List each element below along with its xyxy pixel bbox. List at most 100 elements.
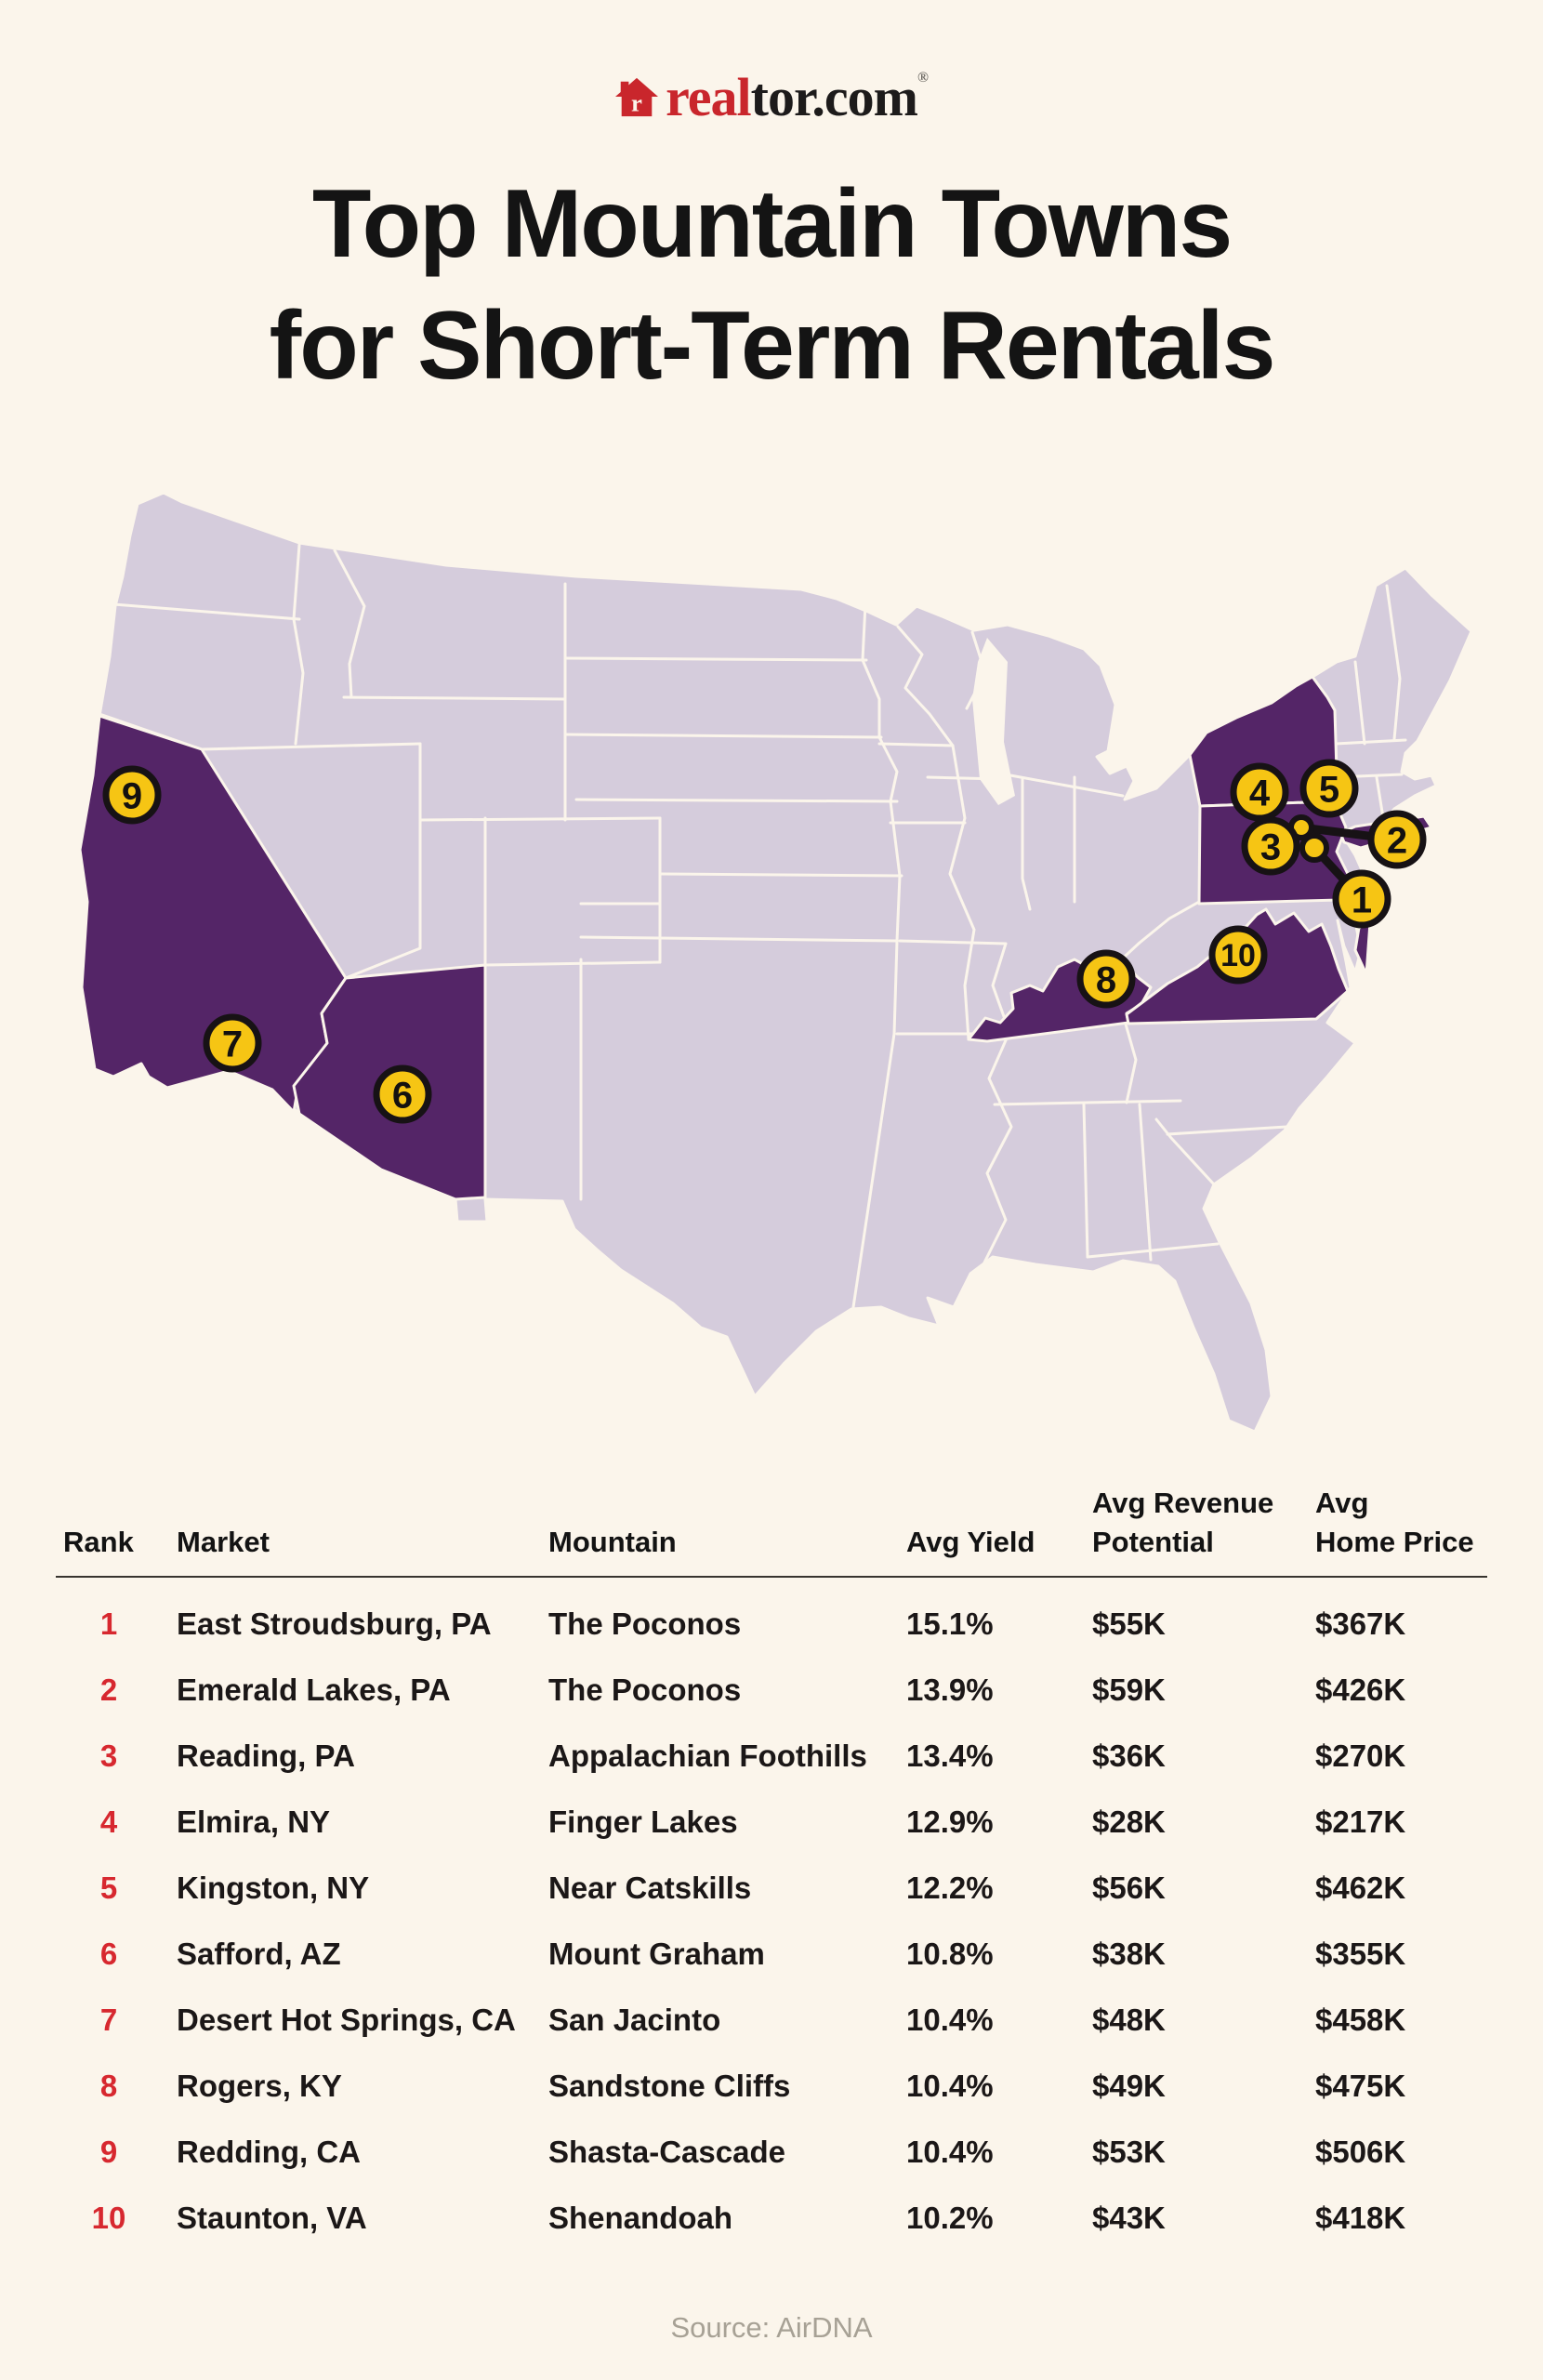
page-title: Top Mountain Towns for Short-Term Rental… <box>0 164 1543 407</box>
logo-wordmark: realtor.com® <box>666 70 929 125</box>
avg-home-price-cell: $458K <box>1315 2002 1406 2037</box>
marker-circle <box>102 765 162 825</box>
marker-circle <box>203 1013 262 1073</box>
mountain-cell: Mount Graham <box>548 1936 765 1971</box>
table-body: 1 East Stroudsburg, PA The Poconos 15.1% $55… <box>56 1578 1487 2251</box>
column-header-avg-yield: Avg Yield <box>906 1525 1035 1558</box>
map-marker-3: 3 <box>1241 816 1300 876</box>
marker-number: 4 <box>1249 773 1271 813</box>
marker-circle <box>1208 925 1268 985</box>
market-cell: Elmira, NY <box>177 1804 331 1839</box>
table-row: 8 Rogers, KY Sandstone Cliffs 10.4% $49K $475… <box>56 2053 1487 2119</box>
mountain-cell: The Poconos <box>548 1606 742 1641</box>
page-title-line2: for Short-Term Rentals <box>269 292 1276 401</box>
us-map-base <box>78 491 1473 1434</box>
page-title-line1: Top Mountain Towns <box>311 170 1233 278</box>
marker-circle <box>1241 816 1300 876</box>
avg-home-price-cell: $355K <box>1315 1936 1406 1971</box>
market-cell: Safford, AZ <box>177 1936 341 1971</box>
avg-yield-cell: 13.9% <box>906 1672 994 1707</box>
rank-cell: 7 <box>99 2002 118 2037</box>
avg-yield-cell: 13.4% <box>906 1738 994 1773</box>
avg-revenue-cell: $53K <box>1092 2134 1166 2169</box>
column-header-market: Market <box>177 1525 270 1558</box>
marker-number: 3 <box>1260 826 1281 867</box>
marker-circle <box>373 1064 432 1124</box>
rank-cell: 10 <box>91 2200 126 2235</box>
table-row: 6 Safford, AZ Mount Graham 10.8% $38K $355K <box>56 1921 1487 1987</box>
marker-circle <box>1299 759 1359 818</box>
avg-revenue-cell: $59K <box>1092 1672 1166 1707</box>
marker-number: 7 <box>222 1024 243 1064</box>
rank-cell: 9 <box>99 2134 118 2169</box>
avg-revenue-cell: $43K <box>1092 2200 1166 2235</box>
location-dots <box>1288 814 1329 863</box>
column-header-avg-revenue-potential: Avg Revenue Potential <box>1092 1487 1274 1558</box>
marker-circle <box>1332 869 1391 929</box>
marker-number: 2 <box>1387 820 1407 861</box>
marker-number: 5 <box>1319 769 1339 810</box>
avg-revenue-cell: $56K <box>1092 1870 1166 1905</box>
avg-revenue-cell: $36K <box>1092 1738 1166 1773</box>
market-cell: Rogers, KY <box>177 2068 342 2103</box>
rank-cell: 4 <box>99 1804 118 1839</box>
rank-cell: 2 <box>99 1672 118 1707</box>
table-row: 3 Reading, PA Appalachian Foothills 13.4% $3… <box>56 1723 1487 1789</box>
avg-revenue-cell: $48K <box>1092 2002 1166 2037</box>
map-marker-6: 6 <box>373 1064 432 1124</box>
map-marker-8: 8 <box>1076 949 1136 1009</box>
rank-markers: 12 3 4 5 6 7 8 9 10 <box>102 759 1427 1124</box>
marker-number: 1 <box>1352 879 1372 920</box>
column-header-mountain: Mountain <box>548 1525 677 1558</box>
marker-circle <box>1367 810 1427 869</box>
market-cell: Kingston, NY <box>177 1870 370 1905</box>
table-row: 10 Staunton, VA Shenandoah 10.2% $43K $418K <box>56 2185 1487 2251</box>
registered-mark: ® <box>917 70 929 86</box>
avg-home-price-cell: $367K <box>1315 1606 1406 1641</box>
map-marker-7: 7 <box>203 1013 262 1073</box>
mountain-cell: Near Catskills <box>548 1870 752 1905</box>
table-row: 2 Emerald Lakes, PA The Poconos 13.9% $59K $4… <box>56 1657 1487 1723</box>
avg-revenue-cell: $49K <box>1092 2068 1166 2103</box>
market-cell: Emerald Lakes, PA <box>177 1672 451 1707</box>
source-note: Source: AirDNA <box>670 2311 873 2344</box>
rank-cell: 3 <box>99 1738 118 1773</box>
avg-yield-cell: 15.1% <box>906 1606 994 1641</box>
map-marker-2: 2 <box>1367 810 1427 869</box>
rank-cell: 1 <box>99 1606 118 1641</box>
avg-home-price-cell: $418K <box>1315 2200 1406 2235</box>
location-dot <box>1299 833 1329 863</box>
ranking-table: Rank Market Mountain Avg Yield Avg Reven… <box>56 1484 1487 2251</box>
mountain-cell: Shasta-Cascade <box>548 2134 785 2169</box>
avg-revenue-cell: $55K <box>1092 1606 1166 1641</box>
logo-word-torcom: tor.com <box>750 67 918 127</box>
map-marker-1: 1 <box>1332 869 1391 929</box>
mountain-cell: Appalachian Foothills <box>548 1738 867 1773</box>
mountain-cell: The Poconos <box>548 1672 742 1707</box>
avg-home-price-cell: $270K <box>1315 1738 1406 1773</box>
market-cell: Desert Hot Springs, CA <box>177 2002 516 2037</box>
marker-number: 10 <box>1220 938 1256 973</box>
svg-text:r: r <box>631 88 642 116</box>
logo-word-real: real <box>666 67 752 127</box>
rank-cell: 6 <box>99 1936 118 1971</box>
market-cell: Reading, PA <box>177 1738 355 1773</box>
market-cell: Redding, CA <box>177 2134 361 2169</box>
rank-cell: 5 <box>99 1870 118 1905</box>
mountain-cell: Sandstone Cliffs <box>548 2068 791 2103</box>
realtor-logo: r realtor.com® <box>0 71 1543 125</box>
mountain-cell: Finger Lakes <box>548 1804 738 1839</box>
table-row: 4 Elmira, NY Finger Lakes 12.9% $28K $217K <box>56 1789 1487 1855</box>
avg-yield-cell: 10.4% <box>906 2134 994 2169</box>
table-header-row: Rank Market Mountain Avg Yield Avg Reven… <box>56 1484 1487 1579</box>
table-row: 9 Redding, CA Shasta-Cascade 10.4% $53K $506K <box>56 2119 1487 2185</box>
marker-number: 6 <box>392 1075 413 1116</box>
table-row: 7 Desert Hot Springs, CA San Jacinto 10.4% $… <box>56 1987 1487 2053</box>
marker-number: 9 <box>122 775 142 816</box>
mountain-cell: San Jacinto <box>548 2002 721 2037</box>
rank-cell: 8 <box>99 2068 118 2103</box>
map-marker-5: 5 <box>1299 759 1359 818</box>
column-header-rank: Rank <box>63 1525 134 1558</box>
column-header-avg-home-price: Avg Home Price <box>1315 1487 1474 1558</box>
marker-circle <box>1076 949 1136 1009</box>
